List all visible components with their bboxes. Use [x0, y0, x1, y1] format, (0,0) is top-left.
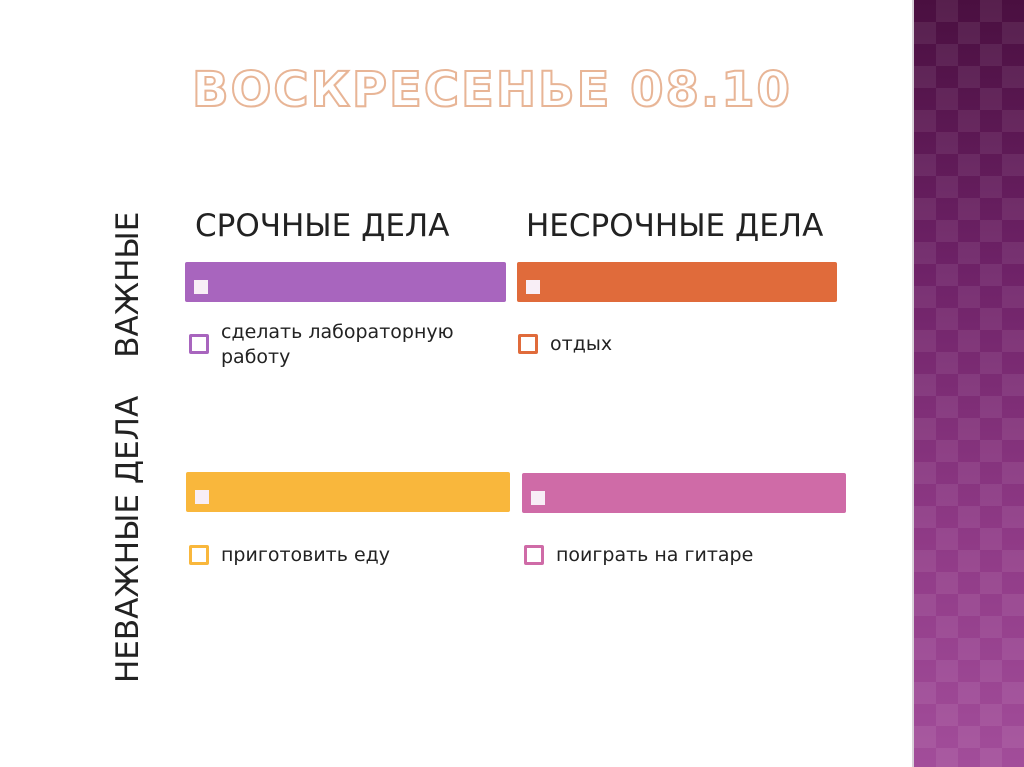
row-label-unimportant: НЕВАЖНЫЕ ДЕЛА: [110, 395, 146, 683]
task-text: сделать лабораторную работу: [221, 321, 454, 368]
task-item-important-urgent: сделать лабораторную работу: [189, 320, 481, 370]
bar-square-icon: [195, 490, 209, 504]
checkbox-icon: [189, 334, 209, 354]
quadrant-bar-important-not-urgent: [517, 262, 837, 302]
side-divider: [912, 0, 914, 767]
task-item-unimportant-urgent: приготовить еду: [189, 543, 481, 568]
task-item-unimportant-not-urgent: поиграть на гитаре: [524, 543, 816, 568]
slide-title: ВОСКРЕСЕНЬЕ 08.10: [191, 61, 792, 119]
task-text: поиграть на гитаре: [556, 544, 754, 566]
checkbox-icon: [524, 545, 544, 565]
column-header-not-urgent: НЕСРОЧНЫЕ ДЕЛА: [526, 208, 824, 244]
task-item-important-not-urgent: отдых: [518, 332, 810, 357]
bar-square-icon: [194, 280, 208, 294]
task-text: отдых: [550, 333, 613, 355]
bar-square-icon: [526, 280, 540, 294]
bar-square-icon: [531, 491, 545, 505]
checkbox-icon: [518, 334, 538, 354]
task-text: приготовить еду: [221, 544, 391, 566]
column-header-urgent: СРОЧНЫЕ ДЕЛА: [195, 208, 450, 244]
row-label-important: ВАЖНЫЕ: [110, 211, 146, 358]
quadrant-bar-unimportant-not-urgent: [522, 473, 846, 513]
checkbox-icon: [189, 545, 209, 565]
quadrant-bar-unimportant-urgent: [186, 472, 510, 512]
decorative-side-strip: [914, 0, 1024, 767]
quadrant-bar-important-urgent: [185, 262, 506, 302]
row-labels-vertical: НЕВАЖНЫЕ ДЕЛА ВАЖНЫЕ: [110, 211, 150, 683]
